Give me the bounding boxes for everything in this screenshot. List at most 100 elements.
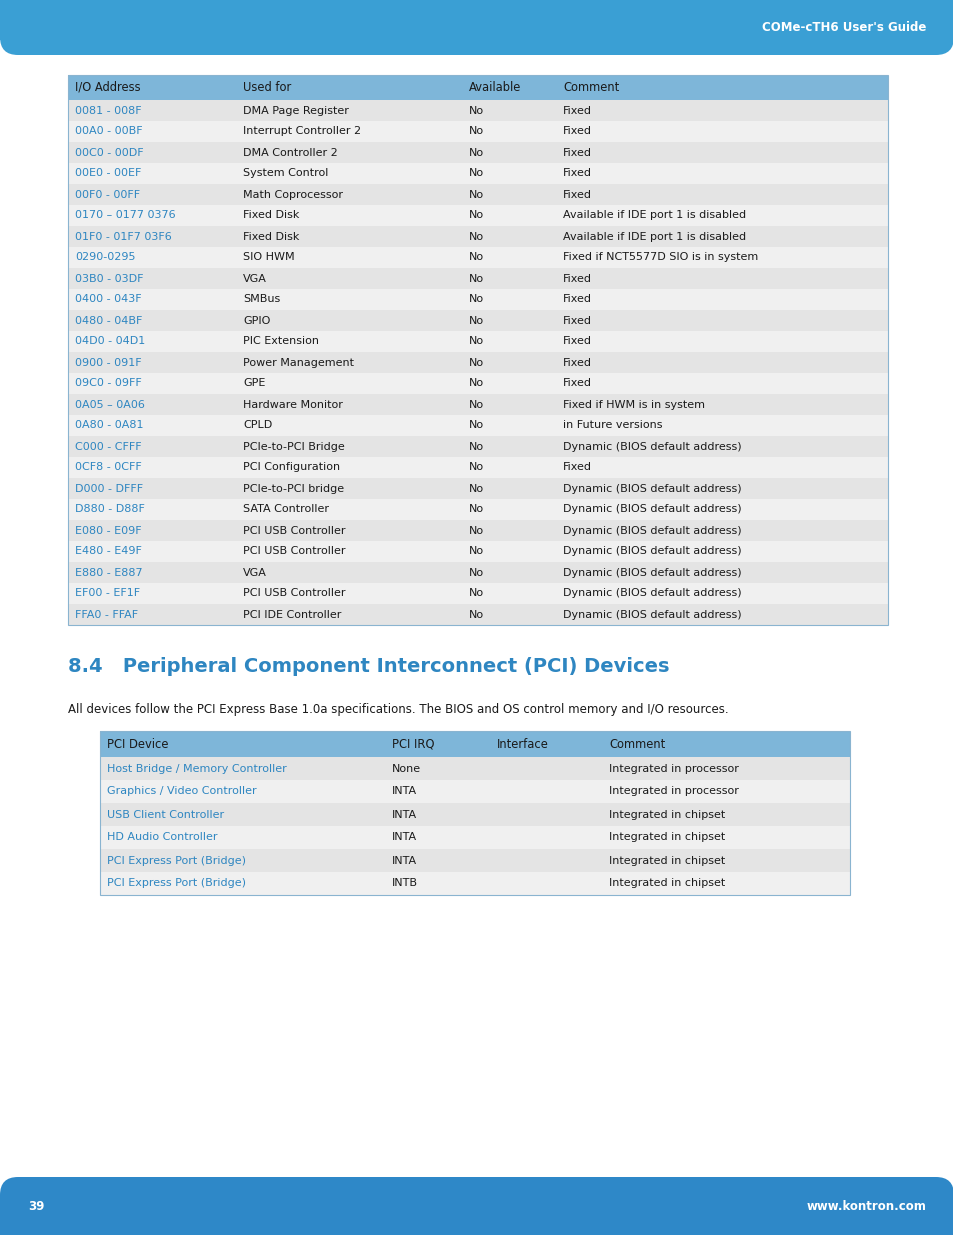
Text: No: No bbox=[468, 483, 483, 494]
Text: PCI Express Port (Bridge): PCI Express Port (Bridge) bbox=[107, 856, 246, 866]
Text: No: No bbox=[468, 589, 483, 599]
Text: FFA0 - FFAF: FFA0 - FFAF bbox=[75, 610, 138, 620]
Text: No: No bbox=[468, 147, 483, 158]
Text: PCI IDE Controller: PCI IDE Controller bbox=[243, 610, 341, 620]
Text: No: No bbox=[468, 105, 483, 116]
Bar bbox=[68, 310, 887, 331]
Bar bbox=[68, 562, 887, 583]
Text: Fixed: Fixed bbox=[562, 105, 591, 116]
Bar bbox=[68, 75, 887, 625]
Text: Dynamic (BIOS default address): Dynamic (BIOS default address) bbox=[562, 547, 740, 557]
Text: 01F0 - 01F7 03F6: 01F0 - 01F7 03F6 bbox=[75, 231, 172, 242]
Text: Fixed Disk: Fixed Disk bbox=[243, 231, 299, 242]
Text: No: No bbox=[468, 420, 483, 431]
Text: No: No bbox=[468, 441, 483, 452]
Text: No: No bbox=[468, 336, 483, 347]
Bar bbox=[68, 457, 887, 478]
Text: E880 - E887: E880 - E887 bbox=[75, 568, 143, 578]
Text: PCIe-to-PCI bridge: PCIe-to-PCI bridge bbox=[243, 483, 344, 494]
Text: No: No bbox=[468, 231, 483, 242]
Text: No: No bbox=[468, 399, 483, 410]
Text: No: No bbox=[468, 315, 483, 326]
Bar bbox=[0, 1195, 953, 1235]
Bar bbox=[100, 826, 849, 848]
Text: C000 - CFFF: C000 - CFFF bbox=[75, 441, 141, 452]
Bar bbox=[68, 604, 887, 625]
Bar bbox=[68, 100, 887, 121]
Text: Dynamic (BIOS default address): Dynamic (BIOS default address) bbox=[562, 610, 740, 620]
Bar bbox=[68, 247, 887, 268]
Text: Fixed: Fixed bbox=[562, 336, 591, 347]
Text: Fixed: Fixed bbox=[562, 126, 591, 137]
Text: Fixed: Fixed bbox=[562, 378, 591, 389]
Bar bbox=[0, 0, 953, 40]
Text: SMBus: SMBus bbox=[243, 294, 280, 305]
Text: SATA Controller: SATA Controller bbox=[243, 505, 329, 515]
Text: 00F0 - 00FF: 00F0 - 00FF bbox=[75, 189, 140, 200]
Text: No: No bbox=[468, 210, 483, 221]
Text: USB Client Controller: USB Client Controller bbox=[107, 809, 224, 820]
Text: D880 - D88F: D880 - D88F bbox=[75, 505, 145, 515]
Text: No: No bbox=[468, 462, 483, 473]
Text: DMA Page Register: DMA Page Register bbox=[243, 105, 349, 116]
Text: Dynamic (BIOS default address): Dynamic (BIOS default address) bbox=[562, 589, 740, 599]
Text: INTA: INTA bbox=[392, 787, 416, 797]
Text: None: None bbox=[392, 763, 420, 773]
Text: PCI Configuration: PCI Configuration bbox=[243, 462, 340, 473]
Text: Dynamic (BIOS default address): Dynamic (BIOS default address) bbox=[562, 483, 740, 494]
Text: No: No bbox=[468, 378, 483, 389]
Text: Fixed: Fixed bbox=[562, 168, 591, 179]
Text: 03B0 - 03DF: 03B0 - 03DF bbox=[75, 273, 143, 284]
Text: All devices follow the PCI Express Base 1.0a specifications. The BIOS and OS con: All devices follow the PCI Express Base … bbox=[68, 703, 728, 715]
Text: Fixed: Fixed bbox=[562, 273, 591, 284]
Bar bbox=[68, 121, 887, 142]
Text: Host Bridge / Memory Controller: Host Bridge / Memory Controller bbox=[107, 763, 287, 773]
Text: No: No bbox=[468, 168, 483, 179]
Bar bbox=[68, 226, 887, 247]
Text: in Future versions: in Future versions bbox=[562, 420, 661, 431]
Text: Integrated in processor: Integrated in processor bbox=[609, 763, 739, 773]
Text: Comment: Comment bbox=[562, 82, 618, 94]
Text: 00C0 - 00DF: 00C0 - 00DF bbox=[75, 147, 144, 158]
Bar bbox=[100, 757, 849, 781]
Text: PCIe-to-PCI Bridge: PCIe-to-PCI Bridge bbox=[243, 441, 344, 452]
Text: No: No bbox=[468, 526, 483, 536]
Text: PCI USB Controller: PCI USB Controller bbox=[243, 526, 345, 536]
Text: Interface: Interface bbox=[497, 737, 548, 751]
Bar bbox=[68, 541, 887, 562]
FancyBboxPatch shape bbox=[0, 0, 953, 56]
Bar bbox=[100, 848, 849, 872]
Text: Available: Available bbox=[468, 82, 520, 94]
Text: Comment: Comment bbox=[609, 737, 665, 751]
Text: GPE: GPE bbox=[243, 378, 265, 389]
Text: INTB: INTB bbox=[392, 878, 417, 888]
Text: 0CF8 - 0CFF: 0CF8 - 0CFF bbox=[75, 462, 142, 473]
Text: Power Management: Power Management bbox=[243, 357, 354, 368]
Text: Integrated in chipset: Integrated in chipset bbox=[609, 809, 725, 820]
Bar bbox=[68, 163, 887, 184]
Text: CPLD: CPLD bbox=[243, 420, 272, 431]
Text: Dynamic (BIOS default address): Dynamic (BIOS default address) bbox=[562, 568, 740, 578]
Text: No: No bbox=[468, 547, 483, 557]
Text: No: No bbox=[468, 273, 483, 284]
Bar bbox=[68, 352, 887, 373]
Text: Fixed: Fixed bbox=[562, 462, 591, 473]
Text: E080 - E09F: E080 - E09F bbox=[75, 526, 141, 536]
Text: No: No bbox=[468, 294, 483, 305]
Text: 39: 39 bbox=[28, 1199, 45, 1213]
Text: Fixed: Fixed bbox=[562, 189, 591, 200]
Bar bbox=[68, 499, 887, 520]
Bar bbox=[68, 373, 887, 394]
Text: No: No bbox=[468, 189, 483, 200]
Text: 0400 - 043F: 0400 - 043F bbox=[75, 294, 141, 305]
Text: PCI Express Port (Bridge): PCI Express Port (Bridge) bbox=[107, 878, 246, 888]
Bar bbox=[100, 803, 849, 826]
Text: Dynamic (BIOS default address): Dynamic (BIOS default address) bbox=[562, 505, 740, 515]
Text: No: No bbox=[468, 568, 483, 578]
Text: Hardware Monitor: Hardware Monitor bbox=[243, 399, 343, 410]
Bar bbox=[68, 331, 887, 352]
Bar bbox=[68, 289, 887, 310]
Bar bbox=[100, 872, 849, 895]
Text: No: No bbox=[468, 252, 483, 263]
Text: Fixed: Fixed bbox=[562, 315, 591, 326]
